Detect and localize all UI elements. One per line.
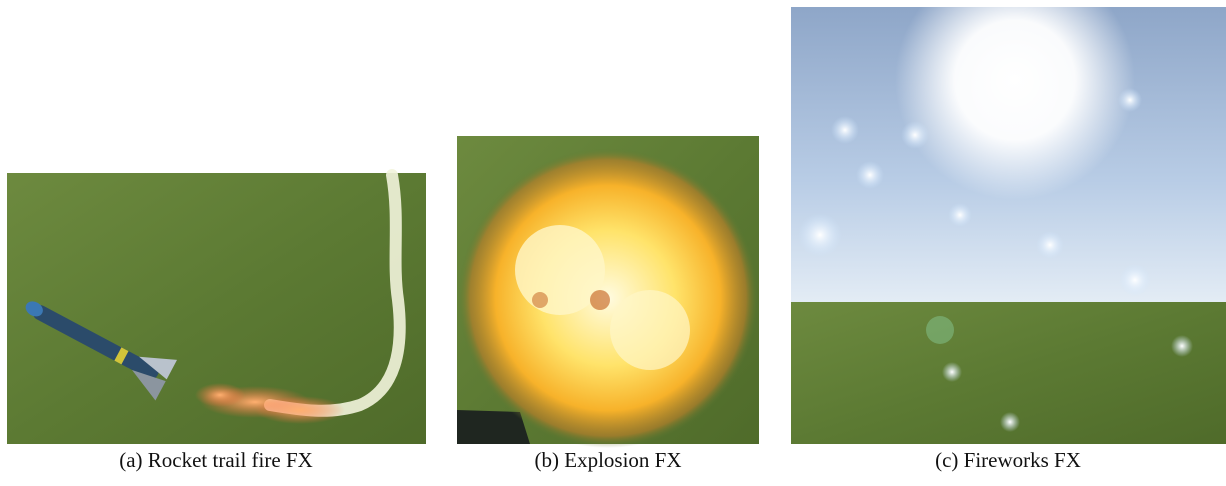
panel-a-image bbox=[7, 173, 426, 444]
caption: (c) Fireworks FX bbox=[935, 448, 1081, 472]
figure: (a) Rocket trail fire FX (b) Explosion F… bbox=[0, 0, 1226, 486]
caption: (a) Rocket trail fire FX bbox=[119, 448, 313, 472]
panel-b-image bbox=[457, 136, 759, 448]
panel-c-image bbox=[791, 0, 1226, 444]
caption: (b) Explosion FX bbox=[535, 448, 682, 472]
